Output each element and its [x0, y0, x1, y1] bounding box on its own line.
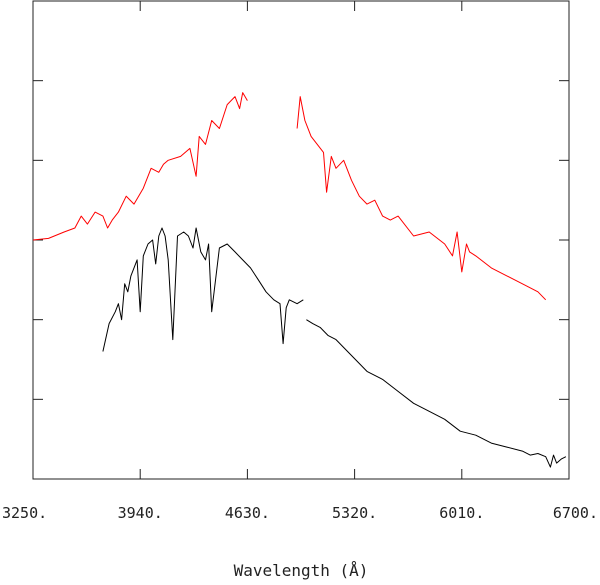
- x-tick-label: 5320.: [332, 504, 377, 522]
- red-spectrum-line: [32, 92, 248, 241]
- x-axis-ticks: 3250. 3940. 4630. 5320. 6010. 6700.: [2, 1, 598, 522]
- x-tick-label: 4630.: [225, 504, 270, 522]
- plot-frame: [32, 0, 570, 480]
- series-group: [32, 92, 567, 468]
- x-tick-label: 3250.: [2, 504, 47, 522]
- x-axis-title: Wavelength (Å): [234, 561, 369, 580]
- y-axis-ticks: [33, 80, 569, 400]
- x-tick-label: 3940.: [118, 504, 163, 522]
- black-spectrum-line: [306, 319, 567, 468]
- x-tick-label: 6010.: [439, 504, 484, 522]
- x-tick-label: 6700.: [553, 504, 598, 522]
- black-spectrum-line: [102, 227, 304, 352]
- red-spectrum-line: [296, 96, 547, 301]
